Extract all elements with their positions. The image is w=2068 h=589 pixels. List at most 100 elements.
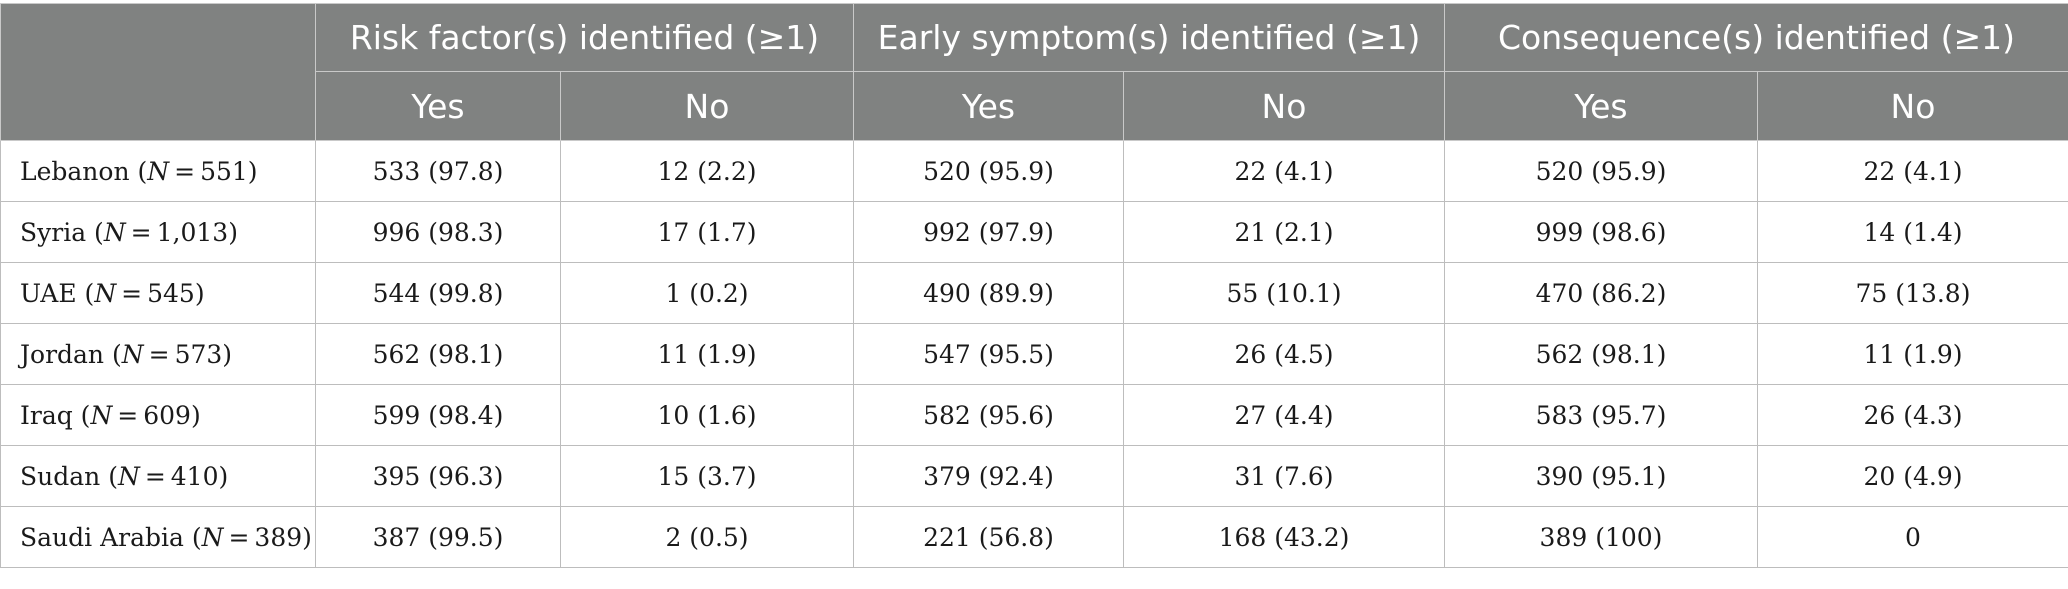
table-row: UAE (N = 545) 544 (99.8) 1 (0.2) 490 (89.9)… bbox=[0, 262, 2068, 324]
sample-size-symbol: N bbox=[103, 217, 126, 247]
header-blank-cell bbox=[0, 3, 316, 141]
sample-size-open: ( bbox=[86, 217, 104, 247]
value-cell: 470 (86.2) bbox=[1444, 262, 1758, 324]
value-cell: 996 (98.3) bbox=[315, 201, 561, 263]
sample-size-symbol: N bbox=[121, 339, 144, 369]
value-cell: 17 (1.7) bbox=[560, 201, 854, 263]
value-cell: 14 (1.4) bbox=[1757, 201, 2068, 263]
value-cell: 27 (4.4) bbox=[1123, 384, 1445, 446]
country-cell: Iraq (N = 609) bbox=[0, 384, 316, 446]
value-cell: 20 (4.9) bbox=[1757, 445, 2068, 507]
table-body: Lebanon (N = 551) 533 (97.8) 12 (2.2) 520 (… bbox=[0, 140, 2068, 568]
country-cell: Sudan (N = 410) bbox=[0, 445, 316, 507]
value-cell: 11 (1.9) bbox=[1757, 323, 2068, 385]
table-row: Iraq (N = 609) 599 (98.4) 10 (1.6) 582 (95.… bbox=[0, 384, 2068, 446]
subheader-consequence-yes: Yes bbox=[1444, 71, 1758, 141]
sample-size-equals: = bbox=[112, 400, 144, 430]
value-cell: 583 (95.7) bbox=[1444, 384, 1758, 446]
header-group-risk-factor: Risk factor(s) identified (≥1) bbox=[315, 3, 854, 72]
country-name: Syria bbox=[20, 217, 87, 247]
country-cell: Jordan (N = 573) bbox=[0, 323, 316, 385]
sample-size-equals: = bbox=[139, 461, 171, 491]
country-name: Sudan bbox=[20, 461, 101, 491]
sample-size-symbol: N bbox=[90, 400, 113, 430]
value-cell: 379 (92.4) bbox=[853, 445, 1124, 507]
table-row: Jordan (N = 573) 562 (98.1) 11 (1.9) 547 (9… bbox=[0, 323, 2068, 385]
sample-size-close: ) bbox=[222, 339, 233, 369]
value-cell: 21 (2.1) bbox=[1123, 201, 1445, 263]
value-cell: 490 (89.9) bbox=[853, 262, 1124, 324]
sample-size-value: 609 bbox=[143, 400, 191, 430]
value-cell: 26 (4.5) bbox=[1123, 323, 1445, 385]
country-cell: Saudi Arabia (N = 389) bbox=[0, 506, 316, 568]
sample-size-open: ( bbox=[76, 278, 95, 308]
sample-size-open: ( bbox=[72, 400, 91, 430]
table-row: Lebanon (N = 551) 533 (97.8) 12 (2.2) 520 (… bbox=[0, 140, 2068, 202]
sample-size-value: 573 bbox=[174, 339, 223, 369]
subheader-symptom-yes: Yes bbox=[853, 71, 1124, 141]
country-name: Iraq bbox=[20, 400, 73, 430]
table-row: Syria (N = 1,013) 996 (98.3) 17 (1.7) 992 (… bbox=[0, 201, 2068, 263]
sample-size-value: 410 bbox=[170, 461, 219, 491]
value-cell: 31 (7.6) bbox=[1123, 445, 1445, 507]
value-cell: 992 (97.9) bbox=[853, 201, 1124, 263]
value-cell: 389 (100) bbox=[1444, 506, 1758, 568]
sample-size-open: ( bbox=[104, 339, 122, 369]
value-cell: 15 (3.7) bbox=[560, 445, 854, 507]
sample-size-equals: = bbox=[116, 278, 148, 308]
value-cell: 520 (95.9) bbox=[1444, 140, 1758, 202]
sample-size-value: 389 bbox=[254, 522, 303, 552]
country-cell: Syria (N = 1,013) bbox=[0, 201, 316, 263]
table-row: Saudi Arabia (N = 389) 387 (99.5) 2 (0.5) 2… bbox=[0, 506, 2068, 568]
value-cell: 562 (98.1) bbox=[315, 323, 561, 385]
data-table: Risk factor(s) identified (≥1) Early sym… bbox=[0, 3, 2068, 568]
sample-size-symbol: N bbox=[94, 278, 117, 308]
value-cell: 11 (1.9) bbox=[560, 323, 854, 385]
sample-size-close: ) bbox=[190, 400, 201, 430]
sample-size-equals: = bbox=[169, 156, 201, 186]
sample-size-value: 1,013 bbox=[156, 217, 229, 247]
value-cell: 520 (95.9) bbox=[853, 140, 1124, 202]
sample-size-close: ) bbox=[228, 217, 238, 247]
sample-size-value: 545 bbox=[147, 278, 195, 308]
header-row-subheaders: Yes No Yes No Yes No bbox=[1, 71, 2068, 141]
header-group-consequence: Consequence(s) identified (≥1) bbox=[1444, 3, 2068, 72]
value-cell: 387 (99.5) bbox=[315, 506, 561, 568]
sample-size-open: ( bbox=[100, 461, 118, 491]
value-cell: 22 (4.1) bbox=[1123, 140, 1445, 202]
header-row-groups: Risk factor(s) identified (≥1) Early sym… bbox=[0, 3, 2068, 141]
sample-size-open: ( bbox=[129, 156, 148, 186]
value-cell: 1 (0.2) bbox=[560, 262, 854, 324]
subheader-symptom-no: No bbox=[1123, 71, 1445, 141]
country-name: Jordan bbox=[20, 339, 105, 369]
sample-size-equals: = bbox=[143, 339, 175, 369]
sample-size-equals: = bbox=[223, 522, 255, 552]
value-cell: 395 (96.3) bbox=[315, 445, 561, 507]
value-cell: 10 (1.6) bbox=[560, 384, 854, 446]
country-cell: Lebanon (N = 551) bbox=[0, 140, 316, 202]
value-cell: 221 (56.8) bbox=[853, 506, 1124, 568]
value-cell: 75 (13.8) bbox=[1757, 262, 2068, 324]
sample-size-symbol: N bbox=[147, 156, 170, 186]
value-cell: 168 (43.2) bbox=[1123, 506, 1445, 568]
value-cell: 0 bbox=[1757, 506, 2068, 568]
value-cell: 55 (10.1) bbox=[1123, 262, 1445, 324]
sample-size-open: ( bbox=[183, 522, 202, 552]
country-name: Saudi Arabia bbox=[20, 522, 184, 552]
table-container: Risk factor(s) identified (≥1) Early sym… bbox=[0, 3, 2068, 568]
value-cell: 999 (98.6) bbox=[1444, 201, 1758, 263]
sample-size-symbol: N bbox=[201, 522, 224, 552]
sample-size-close: ) bbox=[194, 278, 205, 308]
country-name: Lebanon bbox=[20, 156, 130, 186]
sample-size-close: ) bbox=[218, 461, 229, 491]
subheader-risk-yes: Yes bbox=[315, 71, 561, 141]
sample-size-close: ) bbox=[302, 522, 312, 552]
value-cell: 562 (98.1) bbox=[1444, 323, 1758, 385]
sample-size-close: ) bbox=[247, 156, 258, 186]
subheader-risk-no: No bbox=[560, 71, 854, 141]
value-cell: 533 (97.8) bbox=[315, 140, 561, 202]
header-group-early-symptom: Early symptom(s) identified (≥1) bbox=[853, 3, 1445, 72]
sample-size-value: 551 bbox=[200, 156, 248, 186]
value-cell: 2 (0.5) bbox=[560, 506, 854, 568]
country-name: UAE bbox=[20, 278, 77, 308]
